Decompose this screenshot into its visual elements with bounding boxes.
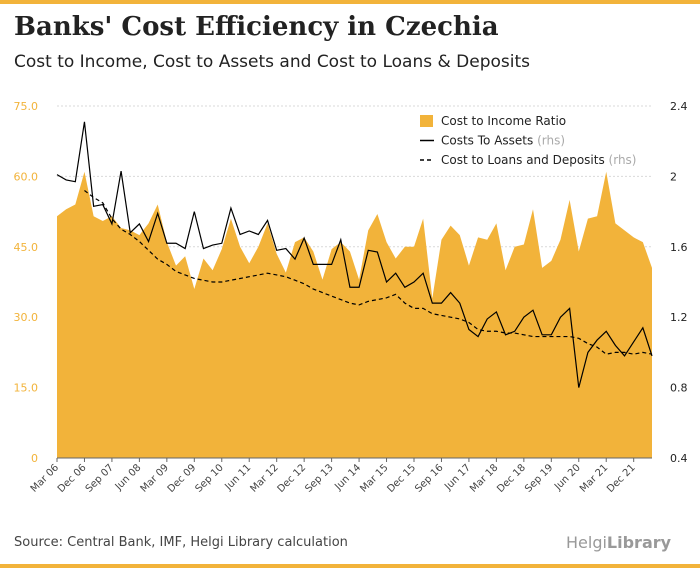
legend-label: Costs To Assets (rhs) bbox=[441, 134, 565, 148]
x-tick-label: Sep 19 bbox=[523, 462, 555, 494]
right-tick-label: 0.4 bbox=[670, 452, 688, 465]
plot-area bbox=[56, 121, 653, 458]
legend-swatch-area bbox=[420, 115, 433, 127]
x-tick-label: Sep 13 bbox=[303, 462, 335, 494]
x-tick-label: Dec 09 bbox=[166, 462, 199, 495]
left-tick-label: 60.0 bbox=[14, 170, 39, 183]
series-area-cost-to-income bbox=[57, 171, 652, 458]
chart-title: Banks' Cost Efficiency in Czechia bbox=[14, 12, 499, 42]
right-axis: 0.4 0.8 1.2 1.6 2 2.4 bbox=[670, 100, 688, 465]
series-line-cost-to-loans-deposits bbox=[84, 190, 653, 355]
source-note: Source: Central Bank, IMF, Helgi Library… bbox=[14, 535, 348, 550]
x-tick-label: Mar 12 bbox=[248, 462, 280, 494]
x-tick-label: Dec 21 bbox=[605, 462, 638, 495]
legend-label-text: Cost to Income Ratio bbox=[441, 114, 566, 128]
x-tick-label: Mar 06 bbox=[29, 462, 61, 494]
x-tick-label: Sep 07 bbox=[84, 462, 116, 494]
left-tick-label: 0 bbox=[31, 452, 38, 465]
left-tick-label: 75.0 bbox=[14, 100, 39, 113]
logo-text-bold: Library bbox=[606, 533, 672, 552]
series-line-costs-to-assets bbox=[56, 121, 653, 388]
x-tick-label: Sep 10 bbox=[194, 462, 226, 494]
helgi-library-logo: HelgiLibrary bbox=[566, 533, 671, 552]
legend-label: Cost to Income Ratio bbox=[441, 114, 566, 128]
right-tick-label: 0.8 bbox=[670, 382, 688, 395]
x-tick-label: Mar 15 bbox=[358, 462, 390, 494]
left-axis: 0 15.0 30.0 45.0 60.0 75.0 bbox=[14, 100, 39, 465]
top-accent-bar bbox=[0, 0, 700, 4]
right-tick-label: 1.2 bbox=[670, 311, 688, 324]
right-tick-label: 2 bbox=[670, 170, 677, 183]
x-tick-label: Sep 16 bbox=[413, 462, 445, 494]
x-tick-label: Dec 06 bbox=[56, 462, 89, 495]
x-tick-label: Dec 12 bbox=[276, 462, 309, 495]
x-tick-label: Dec 18 bbox=[495, 462, 528, 495]
legend: Cost to Income Ratio Costs To Assets (rhs… bbox=[420, 114, 636, 167]
legend-label-text: Costs To Assets bbox=[441, 134, 533, 148]
logo-text: Helgi bbox=[566, 533, 607, 552]
right-tick-label: 1.6 bbox=[670, 241, 688, 254]
left-tick-label: 45.0 bbox=[14, 241, 39, 254]
chart-subtitle: Cost to Income, Cost to Assets and Cost … bbox=[14, 52, 531, 72]
x-tick-label: Dec 15 bbox=[385, 462, 418, 495]
legend-label-suffix: (rhs) bbox=[533, 134, 565, 148]
bottom-accent-bar bbox=[0, 564, 700, 568]
legend-label: Cost to Loans and Deposits (rhs) bbox=[441, 153, 636, 167]
legend-label-text: Cost to Loans and Deposits bbox=[441, 153, 605, 167]
left-tick-label: 30.0 bbox=[14, 311, 39, 324]
legend-label-suffix: (rhs) bbox=[605, 153, 637, 167]
left-tick-label: 15.0 bbox=[14, 382, 39, 395]
x-tick-label: Mar 21 bbox=[578, 462, 610, 494]
x-tick-label: Mar 18 bbox=[468, 462, 500, 494]
right-tick-label: 2.4 bbox=[670, 100, 688, 113]
x-tick-label: Mar 09 bbox=[139, 462, 171, 494]
